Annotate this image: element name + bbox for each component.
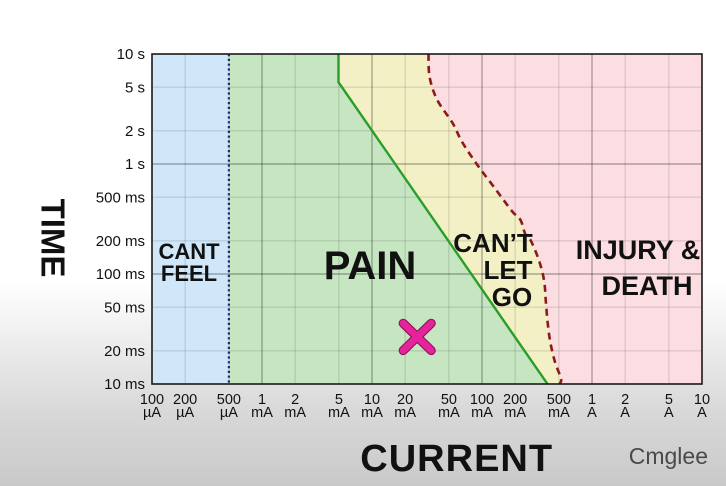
svg-text:mA: mA: [394, 405, 416, 421]
svg-text:INJURY &: INJURY &: [576, 235, 701, 265]
svg-text:500 ms: 500 ms: [96, 189, 145, 206]
svg-text:A: A: [587, 405, 597, 421]
svg-text:A: A: [620, 405, 630, 421]
svg-text:LET: LET: [483, 255, 532, 285]
svg-text:CAN’T: CAN’T: [453, 228, 533, 258]
svg-text:TIME: TIME: [35, 199, 72, 278]
svg-text:A: A: [697, 405, 707, 421]
svg-text:mA: mA: [504, 405, 526, 421]
svg-text:µA: µA: [176, 405, 194, 421]
svg-text:FEEL: FEEL: [161, 261, 217, 286]
svg-text:10 s: 10 s: [117, 46, 145, 63]
svg-text:mA: mA: [251, 405, 273, 421]
svg-text:A: A: [664, 405, 674, 421]
svg-text:2 s: 2 s: [125, 123, 145, 140]
svg-text:CURRENT: CURRENT: [360, 438, 553, 480]
svg-text:1 s: 1 s: [125, 156, 145, 173]
svg-text:10 ms: 10 ms: [104, 376, 145, 393]
svg-text:50 ms: 50 ms: [104, 299, 145, 316]
svg-text:5 s: 5 s: [125, 79, 145, 96]
svg-text:mA: mA: [471, 405, 493, 421]
svg-text:mA: mA: [328, 405, 350, 421]
svg-text:mA: mA: [548, 405, 570, 421]
svg-text:GO: GO: [492, 282, 532, 312]
svg-text:Cmglee: Cmglee: [629, 443, 708, 469]
svg-text:mA: mA: [438, 405, 460, 421]
svg-text:100 ms: 100 ms: [96, 266, 145, 283]
svg-text:20 ms: 20 ms: [104, 343, 145, 360]
svg-text:PAIN: PAIN: [324, 244, 417, 288]
svg-text:DEATH: DEATH: [602, 271, 693, 301]
svg-text:mA: mA: [284, 405, 306, 421]
svg-text:mA: mA: [361, 405, 383, 421]
svg-text:µA: µA: [220, 405, 238, 421]
svg-text:200 ms: 200 ms: [96, 233, 145, 250]
svg-text:µA: µA: [143, 405, 161, 421]
